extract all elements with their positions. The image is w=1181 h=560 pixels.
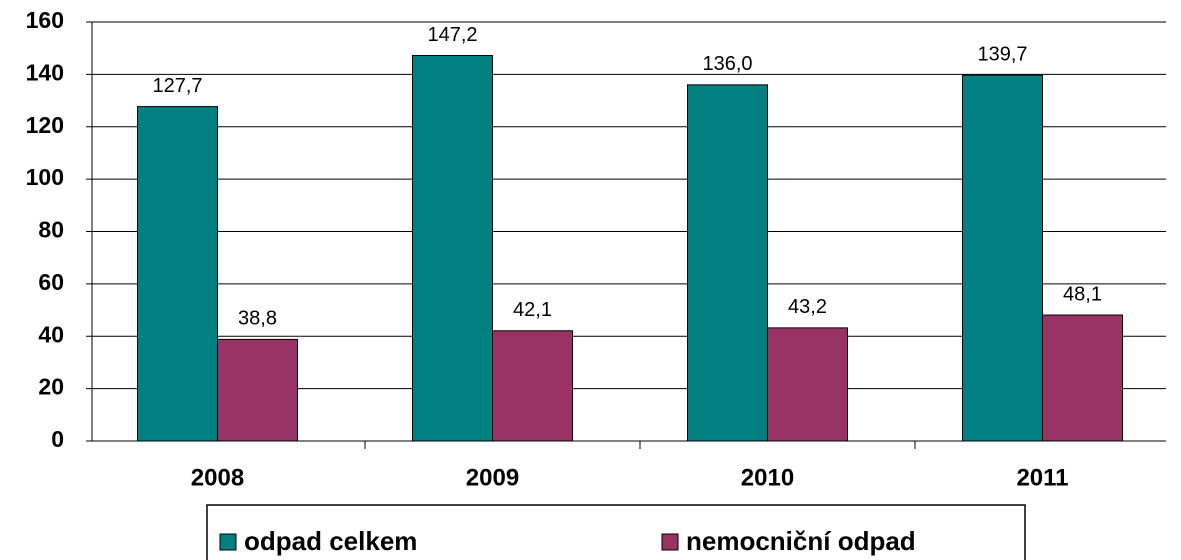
bar bbox=[687, 84, 768, 442]
y-tick-label: 100 bbox=[26, 164, 64, 190]
legend-swatch bbox=[219, 533, 237, 551]
y-tick-label: 80 bbox=[38, 217, 64, 243]
x-tick-label: 2010 bbox=[741, 464, 794, 491]
y-tick-label: 20 bbox=[38, 374, 64, 400]
y-tick-label: 160 bbox=[26, 7, 64, 33]
y-tick-label: 40 bbox=[38, 321, 64, 347]
value-label: 136,0 bbox=[702, 53, 752, 75]
y-tick-label: 60 bbox=[38, 269, 64, 295]
value-label: 43,2 bbox=[788, 296, 827, 318]
bar bbox=[412, 55, 493, 442]
x-tick-label: 2011 bbox=[1016, 464, 1068, 491]
x-tick-label: 2008 bbox=[191, 464, 244, 491]
x-tick-label: 2009 bbox=[466, 464, 519, 491]
value-label: 48,1 bbox=[1063, 283, 1102, 305]
y-tick-label: 140 bbox=[26, 59, 64, 85]
bar bbox=[767, 327, 848, 442]
value-label: 147,2 bbox=[427, 24, 477, 46]
value-label: 38,8 bbox=[238, 308, 277, 330]
legend-swatch bbox=[661, 533, 679, 551]
bar bbox=[492, 330, 573, 442]
legend-label: nemocniční odpad bbox=[686, 526, 916, 556]
value-label: 139,7 bbox=[977, 43, 1027, 65]
value-label: 127,7 bbox=[152, 75, 202, 97]
bar bbox=[962, 74, 1043, 442]
legend-box bbox=[206, 504, 1026, 560]
bar bbox=[217, 338, 298, 442]
bar bbox=[137, 106, 218, 442]
bar bbox=[1042, 314, 1123, 442]
y-tick-label: 0 bbox=[51, 426, 64, 452]
value-label: 42,1 bbox=[513, 299, 552, 321]
y-tick-label: 120 bbox=[26, 112, 64, 138]
legend-label: odpad celkem bbox=[244, 526, 417, 556]
